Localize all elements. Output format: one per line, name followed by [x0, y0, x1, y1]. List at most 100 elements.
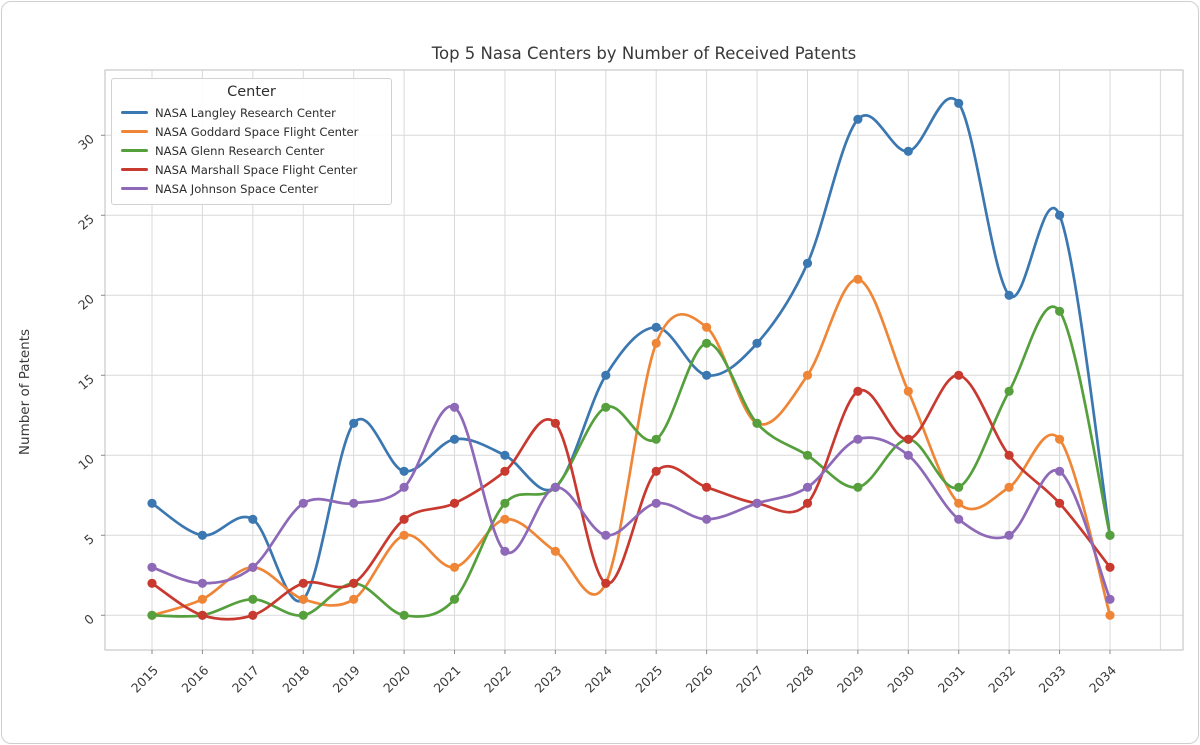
data-point-marker [1055, 498, 1065, 508]
data-point-marker [853, 114, 863, 124]
data-point-marker [903, 146, 913, 156]
data-point-marker [1004, 450, 1014, 460]
data-point-marker [147, 578, 157, 588]
y-tick-label: 15 [75, 371, 97, 393]
legend-item: NASA Goddard Space Flight Center [112, 122, 391, 141]
data-point-marker [601, 402, 611, 412]
data-point-marker [1004, 290, 1014, 300]
data-point-marker [702, 322, 712, 332]
data-point-marker [954, 370, 964, 380]
data-point-marker [500, 450, 510, 460]
data-point-marker [147, 562, 157, 572]
x-tick-label: 2034 [1086, 662, 1119, 695]
x-tick-label: 2022 [481, 663, 514, 696]
plot-border [104, 69, 1184, 651]
y-tick-label: 5 [81, 531, 97, 548]
data-point-marker [1055, 210, 1065, 220]
data-point-marker [903, 434, 913, 444]
data-point-marker [500, 466, 510, 476]
data-point-marker [601, 370, 611, 380]
x-tick-label: 2028 [783, 662, 816, 695]
data-point-marker [1105, 594, 1115, 604]
y-axis-ticks: 0 5 10 15 20 25 30 [75, 131, 105, 628]
data-point-marker [954, 482, 964, 492]
data-point-marker [197, 578, 207, 588]
data-point-marker [601, 578, 611, 588]
legend-item: NASA Johnson Space Center [112, 179, 391, 198]
data-point-marker [298, 610, 308, 620]
data-point-marker [298, 498, 308, 508]
data-point-marker [702, 482, 712, 492]
x-tick-label: 2026 [683, 662, 716, 695]
data-point-marker [349, 594, 359, 604]
x-tick-label: 2033 [1036, 663, 1069, 696]
data-point-marker [298, 578, 308, 588]
data-point-marker [702, 514, 712, 524]
legend-line-swatch [121, 168, 148, 171]
data-point-marker [601, 530, 611, 540]
data-point-marker [954, 98, 964, 108]
legend: Center NASA Langley Research Center NASA … [111, 78, 392, 205]
data-point-marker [197, 594, 207, 604]
legend-item-label: NASA Marshall Space Flight Center [155, 162, 358, 177]
legend-line-swatch [121, 149, 148, 152]
x-tick-label: 2021 [431, 663, 464, 696]
data-point-marker [349, 578, 359, 588]
x-tick-label: 2020 [380, 662, 413, 695]
data-point-marker [954, 514, 964, 524]
legend-item-label: NASA Goddard Space Flight Center [155, 124, 359, 139]
data-point-marker [449, 562, 460, 572]
data-point-marker [248, 610, 258, 620]
data-point-marker [399, 610, 409, 620]
legend-item-label: NASA Glenn Research Center [155, 143, 325, 158]
data-point-marker [248, 514, 258, 524]
data-point-marker [550, 546, 561, 556]
y-tick-label: 10 [75, 451, 97, 473]
data-point-marker [802, 482, 813, 492]
data-point-marker [248, 562, 258, 572]
data-point-marker [853, 274, 863, 284]
data-point-marker [147, 610, 157, 620]
series-nasa-johnson-space-center [147, 402, 1115, 604]
data-point-marker [399, 514, 409, 524]
x-tick-label: 2016 [178, 662, 211, 695]
legend-item: NASA Langley Research Center [112, 103, 391, 122]
y-tick-label: 25 [75, 211, 97, 233]
x-tick-label: 2029 [834, 662, 867, 695]
series-nasa-goddard-space-flight-center [147, 274, 1115, 620]
data-point-marker [702, 338, 712, 348]
data-point-marker [802, 258, 813, 268]
x-tick-label: 2030 [884, 662, 917, 695]
data-point-marker [752, 418, 762, 428]
data-point-marker [1055, 306, 1065, 316]
data-point-marker [651, 322, 661, 332]
legend-item-label: NASA Langley Research Center [155, 105, 336, 120]
data-point-marker [752, 338, 762, 348]
legend-items: NASA Langley Research Center NASA Goddard… [112, 103, 391, 198]
data-point-marker [1004, 482, 1014, 492]
legend-line-swatch [121, 111, 148, 114]
data-point-marker [853, 482, 863, 492]
data-point-marker [500, 498, 510, 508]
data-point-marker [903, 386, 913, 396]
legend-item: NASA Marshall Space Flight Center [112, 160, 391, 179]
data-point-marker [298, 594, 308, 604]
data-point-marker [197, 610, 207, 620]
legend-title: Center [227, 84, 276, 100]
data-point-marker [550, 482, 561, 492]
legend-line-swatch [121, 130, 148, 133]
legend-item-label: NASA Johnson Space Center [155, 181, 319, 196]
x-tick-label: 2017 [229, 663, 262, 696]
data-point-marker [1105, 562, 1115, 572]
data-point-marker [399, 530, 409, 540]
data-point-marker [702, 370, 712, 380]
data-point-marker [500, 514, 510, 524]
chart-title: Top 5 Nasa Centers by Number of Received… [431, 44, 857, 63]
data-point-marker [651, 498, 661, 508]
data-point-marker [1004, 530, 1014, 540]
data-point-marker [449, 434, 460, 444]
y-tick-label: 30 [75, 131, 97, 153]
data-point-marker [954, 498, 964, 508]
x-tick-label: 2025 [632, 663, 665, 696]
